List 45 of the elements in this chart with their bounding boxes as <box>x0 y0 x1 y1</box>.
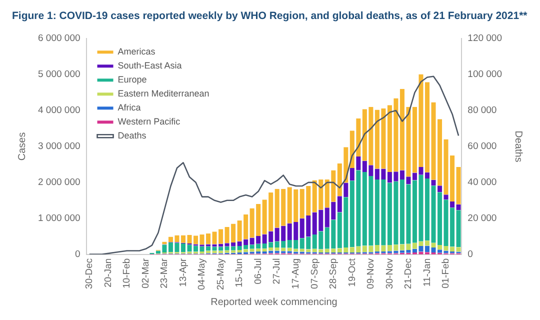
x-tick-label: 01-Feb <box>440 258 452 288</box>
legend-label: Deaths <box>118 130 147 141</box>
y2-tick-label: 100 000 <box>468 69 502 80</box>
x-tick-label: 17-Aug <box>290 258 302 289</box>
x-axis-title: Reported week commencing <box>210 296 338 308</box>
x-tick-label: 21-Dec <box>403 258 414 289</box>
y-axis-title: Cases <box>16 132 28 161</box>
x-tick-label: 04-May <box>196 258 208 290</box>
x-tick-label: 02-Mar <box>140 258 152 288</box>
x-tick-label: 13-Apr <box>178 258 189 287</box>
x-tick-label: 06-Jul <box>252 258 264 284</box>
y-tick-label: 3 000 000 <box>38 141 80 152</box>
x-tick-label: 19-Oct <box>346 258 358 287</box>
y2-tick-label: 80 000 <box>468 105 497 116</box>
x-tick-label: 28-Sep <box>328 258 340 289</box>
x-tick-label: 07-Sep <box>309 258 320 289</box>
legend-label: Americas <box>118 46 156 57</box>
y-tick-label: 2 000 000 <box>38 177 80 188</box>
y2-tick-label: 60 000 <box>468 141 497 152</box>
y-tick-label: 0 <box>74 248 80 260</box>
y2-axis-title: Deaths <box>512 130 524 162</box>
x-tick-label: 10-Feb <box>122 258 133 288</box>
legend-label: Africa <box>118 102 141 113</box>
y-tick-label: 5 000 000 <box>38 69 80 80</box>
x-tick-label: 09-Nov <box>366 258 377 289</box>
y-tick-label: 1 000 000 <box>38 212 80 224</box>
x-tick-label: 11-Jan <box>422 258 433 287</box>
x-tick-label: 23-Mar <box>159 258 170 288</box>
legend-label: Western Pacific <box>118 116 181 127</box>
legend-label: Eastern Mediterranean <box>118 88 210 99</box>
x-tick-label: 27-Jul <box>272 258 283 284</box>
y-tick-label: 6 000 000 <box>38 33 80 44</box>
y2-tick-label: 40 000 <box>468 177 497 188</box>
x-tick-label: 30-Dec <box>84 258 96 289</box>
x-tick-label: 15-Jun <box>234 258 246 288</box>
legend-label: Europe <box>118 74 147 85</box>
y2-tick-label: 120 000 <box>468 33 502 44</box>
legend-label: South-East Asia <box>118 60 182 71</box>
x-tick-label: 30-Nov <box>384 258 396 289</box>
y-tick-label: 4 000 000 <box>38 105 80 116</box>
x-tick-label: 25-May <box>215 258 226 290</box>
chart-title: Figure 1: COVID-19 cases reported weekly by WHO Region, and global deaths, as of 21 February 2021** <box>12 10 528 22</box>
x-tick-label: 20-Jan <box>102 258 114 288</box>
y2-tick-label: 20 000 <box>468 212 497 224</box>
y2-tick-label: 0 <box>468 248 473 260</box>
